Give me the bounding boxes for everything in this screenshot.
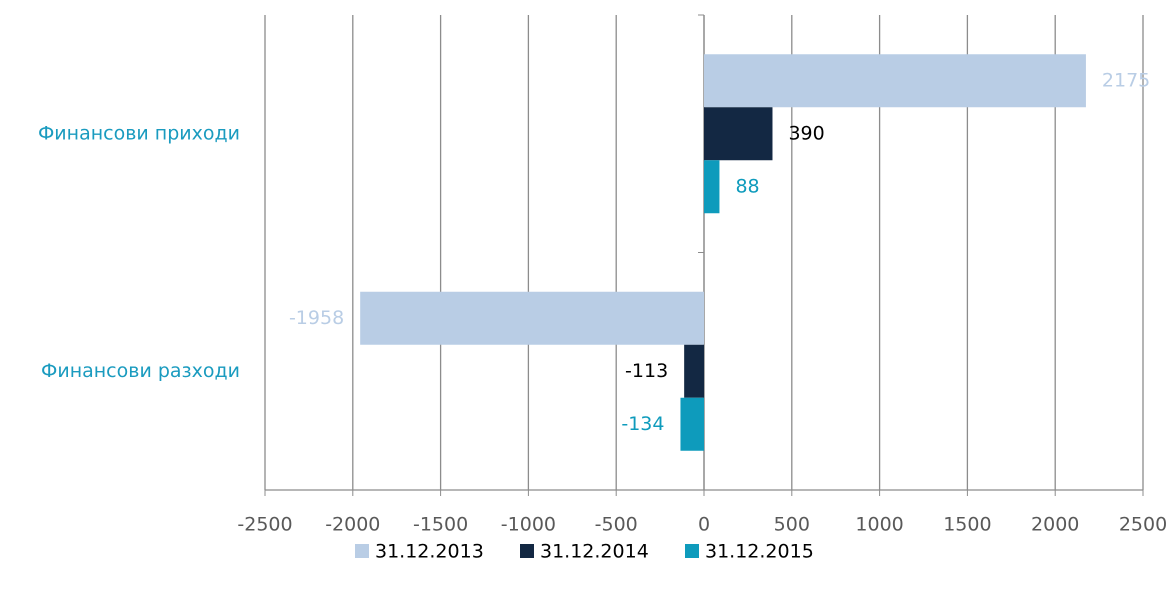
category-label: Финансови разходи [41, 360, 240, 382]
x-tick-label: -1000 [501, 514, 556, 536]
legend-swatch [685, 544, 699, 558]
x-tick-label: -500 [595, 514, 638, 536]
data-label: -134 [621, 413, 664, 435]
bar [684, 344, 704, 398]
data-label: -113 [625, 360, 668, 382]
data-label: -1958 [289, 307, 344, 329]
data-label: 88 [735, 175, 759, 197]
x-tick-label: 2000 [1031, 514, 1079, 536]
bar [704, 160, 720, 214]
data-label: 390 [788, 122, 824, 144]
bar [704, 107, 773, 161]
x-tick-label: 1000 [855, 514, 903, 536]
legend-swatch [520, 544, 534, 558]
legend-label: 31.12.2014 [540, 541, 649, 563]
legend-swatch [355, 544, 369, 558]
bar [704, 54, 1086, 108]
bar [680, 397, 704, 451]
x-tick-label: -2500 [237, 514, 292, 536]
legend-label: 31.12.2015 [705, 541, 814, 563]
legend-label: 31.12.2013 [375, 541, 484, 563]
x-tick-label: 2500 [1119, 514, 1167, 536]
x-tick-label: 500 [774, 514, 810, 536]
data-label: 2175 [1102, 69, 1150, 91]
bar [360, 291, 704, 345]
x-tick-label: -1500 [413, 514, 468, 536]
x-tick-label: 1500 [943, 514, 991, 536]
x-tick-label: 0 [698, 514, 710, 536]
x-tick-label: -2000 [325, 514, 380, 536]
category-label: Финансови приходи [38, 122, 240, 144]
